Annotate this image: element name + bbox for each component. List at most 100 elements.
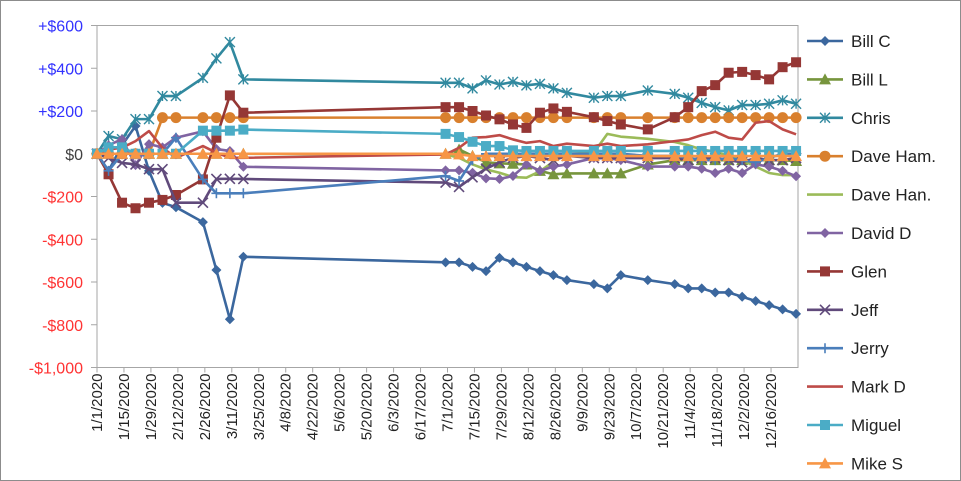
x-tick-label: 3/25/2020 [251, 374, 268, 441]
x-tick-label: 9/9/2020 [574, 374, 591, 432]
data-point-david-d [764, 161, 775, 172]
data-point-glen [669, 112, 680, 123]
data-point-dave-ham [440, 112, 452, 124]
data-point-jerry [440, 170, 451, 181]
data-point-chris [547, 82, 559, 94]
data-point-glen [710, 80, 721, 91]
legend-item-chris: Chris [807, 109, 891, 128]
data-point-glen [696, 86, 707, 97]
data-point-bill-c [683, 283, 694, 294]
data-point-glen [737, 66, 748, 77]
data-point-glen [588, 112, 599, 123]
data-point-mike-s [102, 147, 115, 159]
data-point-dave-ham [790, 112, 802, 124]
data-point-miguel [103, 142, 114, 153]
data-point-mike-s [493, 150, 506, 162]
data-point-glen [130, 203, 141, 214]
data-point-david-d [683, 161, 694, 172]
data-point-glen [170, 190, 181, 201]
x-tick-label: 7/15/2020 [466, 374, 483, 441]
data-point-glen [561, 106, 572, 117]
data-point-chris [197, 72, 209, 84]
data-point-chris [615, 90, 627, 102]
data-point-chris [156, 90, 168, 102]
data-point-david-d [642, 161, 653, 172]
data-point-chris [467, 82, 479, 94]
legend-item-mark-d: Mark D [807, 378, 906, 397]
data-point-chris [237, 73, 249, 85]
legend-item-jeff: Jeff [807, 301, 878, 320]
data-point-bill-c [710, 287, 721, 298]
data-point-mike-s [91, 147, 103, 159]
data-point-bill-c [777, 304, 788, 315]
data-point-glen [521, 122, 532, 133]
data-point-dave-ham [197, 112, 209, 124]
data-point-glen [750, 70, 761, 81]
data-point-chris [103, 130, 115, 142]
data-point-mike-s [453, 148, 466, 160]
data-point-chris [736, 99, 748, 111]
legend-label: Bill C [851, 32, 891, 51]
data-point-glen [224, 90, 235, 101]
data-point-david-d [737, 167, 748, 178]
x-tick-label: 2/26/2020 [197, 374, 214, 441]
data-point-david-d [494, 173, 505, 184]
data-point-bill-c [224, 314, 235, 325]
data-point-bill-c [494, 252, 505, 263]
data-point-chris [709, 101, 721, 113]
y-tick-label: +$200 [38, 104, 83, 121]
data-point-david-d [696, 163, 707, 174]
data-point-david-d [481, 173, 492, 184]
data-point-mike-s [614, 150, 627, 162]
data-point-mike-s [682, 150, 695, 162]
legend-marker-dave-ham [819, 150, 831, 162]
x-tick-label: 11/4/2020 [682, 374, 699, 440]
series-mike-s [91, 147, 803, 162]
data-point-jerry [238, 188, 249, 199]
data-point-glen [211, 132, 222, 143]
legend-marker-jerry [820, 343, 830, 354]
data-point-david-d [777, 165, 788, 176]
x-tick-label: 3/11/2020 [224, 374, 241, 440]
data-point-bill-c [588, 279, 599, 290]
data-point-glen [548, 103, 559, 114]
data-point-glen [534, 107, 545, 118]
data-point-chris [440, 77, 452, 89]
legend-label: Miguel [851, 416, 901, 435]
data-point-glen [723, 67, 734, 78]
legend-marker-bill-c [820, 36, 830, 46]
legend-item-bill-l: Bill L [807, 70, 888, 89]
data-point-mike-s [695, 150, 708, 162]
data-point-david-d [561, 159, 572, 170]
data-point-bill-l [614, 167, 627, 179]
data-point-miguel [440, 128, 451, 139]
data-point-david-d [723, 163, 734, 174]
y-tick-label: -$1,000 [29, 361, 83, 378]
series-jerry [92, 132, 802, 199]
data-point-mike-s [601, 150, 614, 162]
legend-item-jerry: Jerry [807, 339, 889, 358]
data-point-bill-c [454, 257, 465, 268]
data-point-glen [764, 74, 775, 85]
data-point-miguel [467, 136, 478, 147]
x-tick-label: 1/29/2020 [143, 374, 160, 441]
data-point-bill-l [601, 167, 614, 179]
series-bill-c [92, 120, 802, 325]
legend: Bill C Bill L Chris Dave Ham. Dave Han. David… [807, 32, 936, 473]
data-point-glen [791, 57, 802, 68]
x-tick-label: 12/2/2020 [736, 374, 753, 441]
data-point-bill-c [602, 283, 613, 294]
data-point-bill-c [723, 287, 734, 298]
data-point-glen [157, 194, 168, 205]
data-point-chris [534, 78, 546, 90]
data-point-glen [494, 114, 505, 125]
x-tick-label: 8/12/2020 [520, 374, 537, 441]
data-point-dave-ham [709, 112, 721, 124]
data-point-mike-s [520, 150, 533, 162]
x-tick-label: 6/17/2020 [413, 374, 430, 441]
data-point-david-d [117, 134, 128, 145]
legend-marker-chris [819, 112, 831, 124]
data-point-jeff [170, 197, 182, 209]
x-tick-label: 4/22/2020 [305, 374, 322, 441]
